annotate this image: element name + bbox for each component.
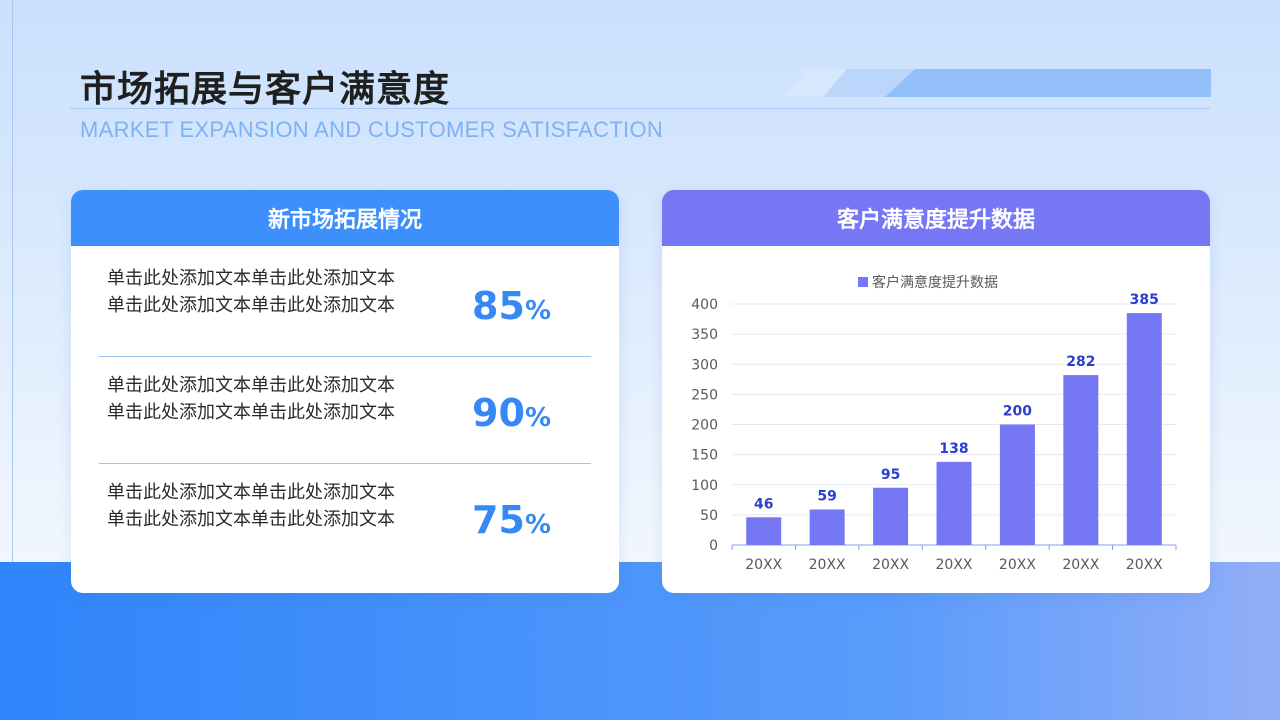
row-text: 单击此处添加文本单击此处添加文本 单击此处添加文本单击此处添加文本 (107, 372, 427, 426)
bar (999, 424, 1035, 545)
decor-bar (885, 69, 1211, 97)
bar (873, 487, 909, 545)
percent-value: 85% (472, 284, 551, 328)
bar (746, 517, 782, 545)
list-item: 单击此处添加文本单击此处添加文本 单击此处添加文本单击此处添加文本 90% (99, 357, 591, 464)
data-label: 385 (1130, 292, 1159, 308)
x-tick-label: 20XX (936, 557, 973, 573)
data-label: 46 (754, 496, 773, 512)
y-tick-label: 0 (709, 538, 718, 554)
percent-unit: % (524, 296, 551, 326)
y-tick-label: 300 (691, 357, 718, 373)
y-tick-label: 50 (700, 508, 718, 524)
satisfaction-card: 客户满意度提升数据 0 50 100 150 200 250 300 350 400 46 20XX… (662, 190, 1210, 593)
percent-value: 75% (472, 498, 551, 542)
page-title: 市场拓展与客户满意度 (80, 69, 451, 110)
left-rule (12, 0, 13, 562)
y-tick-label: 150 (691, 448, 718, 464)
data-label: 138 (939, 441, 968, 457)
legend-label: 客户满意度提升数据 (872, 274, 998, 291)
row-text-line: 单击此处添加文本单击此处添加文本 (107, 375, 395, 396)
y-tick-label: 350 (691, 327, 718, 343)
x-tick-label: 20XX (872, 557, 909, 573)
row-text-line: 单击此处添加文本单击此处添加文本 (107, 509, 395, 530)
row-text-line: 单击此处添加文本单击此处添加文本 (107, 402, 395, 423)
x-tick-label: 20XX (1126, 557, 1163, 573)
data-label: 59 (817, 488, 836, 504)
y-tick-label: 250 (691, 387, 718, 403)
x-tick-label: 20XX (1062, 557, 1099, 573)
legend-swatch (858, 277, 868, 287)
row-text: 单击此处添加文本单击此处添加文本 单击此处添加文本单击此处添加文本 (107, 265, 427, 319)
percent-number: 85 (472, 284, 525, 328)
data-label: 95 (881, 467, 900, 483)
percent-unit: % (524, 403, 551, 433)
row-text-line: 单击此处添加文本单击此处添加文本 (107, 295, 395, 316)
row-text-line: 单击此处添加文本单击此处添加文本 (107, 482, 395, 503)
bar (809, 509, 845, 545)
data-label: 200 (1003, 404, 1032, 420)
title-divider (70, 108, 1210, 109)
market-expansion-header: 新市场拓展情况 (71, 190, 619, 246)
bar (1063, 375, 1099, 545)
satisfaction-header: 客户满意度提升数据 (662, 190, 1210, 246)
data-label: 282 (1066, 354, 1095, 370)
percent-number: 90 (472, 391, 525, 435)
x-tick-label: 20XX (809, 557, 846, 573)
row-text: 单击此处添加文本单击此处添加文本 单击此处添加文本单击此处添加文本 (107, 479, 427, 533)
y-tick-label: 100 (691, 478, 718, 494)
y-tick-label: 200 (691, 418, 718, 434)
percent-unit: % (524, 510, 551, 540)
percent-number: 75 (472, 498, 525, 542)
percent-value: 90% (472, 391, 551, 435)
satisfaction-bar-chart: 0 50 100 150 200 250 300 350 400 46 20XX 59 20XX 95 20… (691, 274, 1177, 573)
page-subtitle: MARKET EXPANSION AND CUSTOMER SATISFACTI… (80, 117, 664, 142)
row-text-line: 单击此处添加文本单击此处添加文本 (107, 268, 395, 289)
bar (936, 461, 972, 545)
x-tick-label: 20XX (745, 557, 782, 573)
market-expansion-card: 新市场拓展情况 单击此处添加文本单击此处添加文本 单击此处添加文本单击此处添加文… (71, 190, 619, 593)
y-tick-label: 400 (691, 297, 718, 313)
bar (1126, 313, 1162, 545)
list-item: 单击此处添加文本单击此处添加文本 单击此处添加文本单击此处添加文本 85% (99, 250, 591, 357)
x-tick-label: 20XX (999, 557, 1036, 573)
list-item: 单击此处添加文本单击此处添加文本 单击此处添加文本单击此处添加文本 75% (99, 464, 591, 570)
